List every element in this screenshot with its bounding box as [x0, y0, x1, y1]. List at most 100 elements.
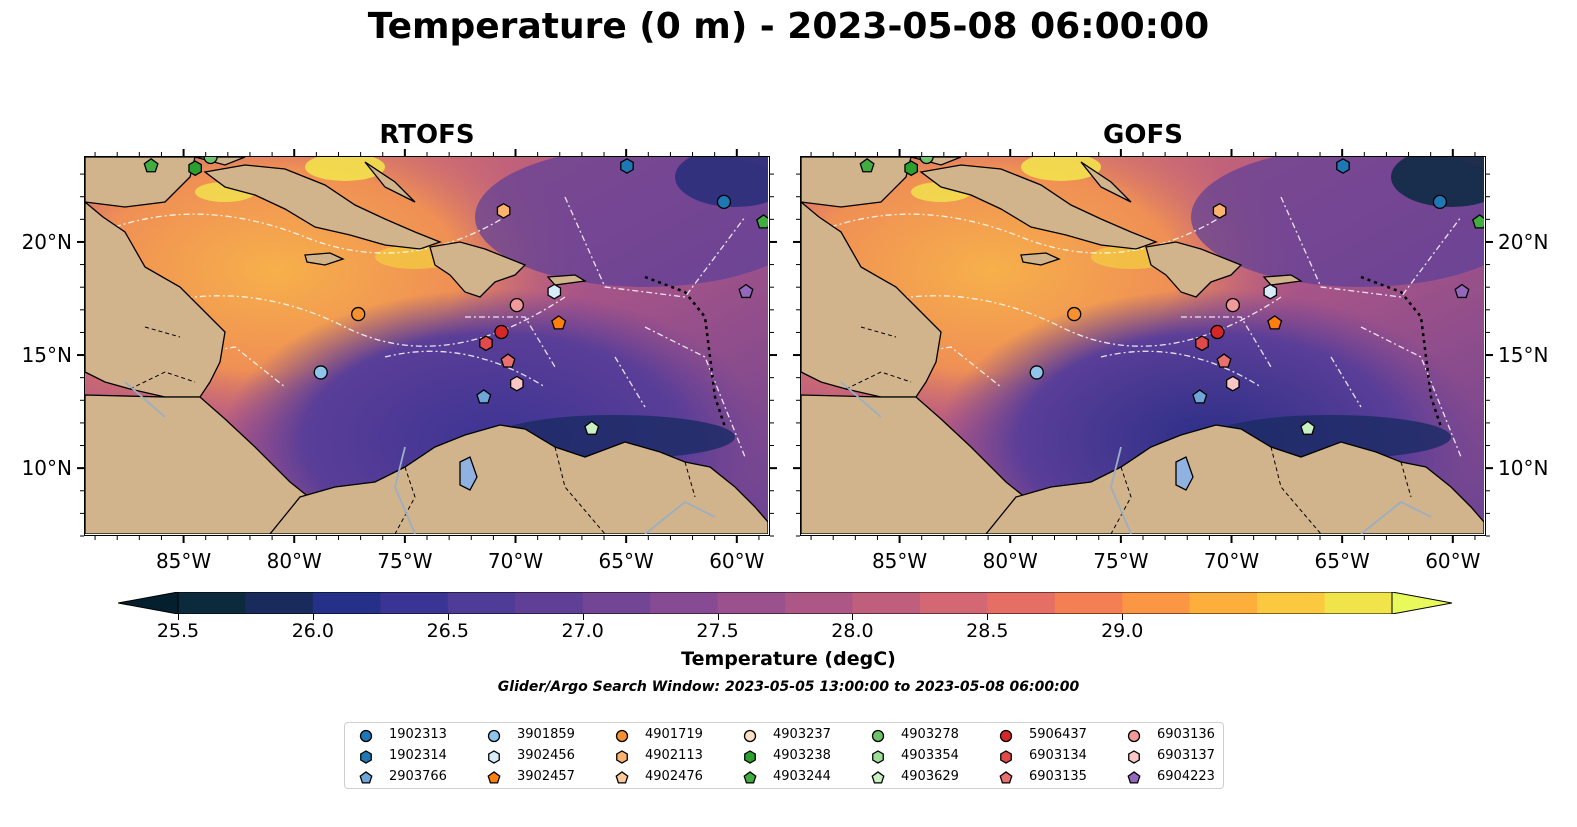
float-6903135-marker: [1216, 353, 1232, 368]
legend-item-6904223: 6904223: [1123, 768, 1243, 786]
float-3901859-marker: [1029, 365, 1044, 380]
gofs-map-canvas: [801, 157, 1485, 535]
lon-tick-label: 70°W: [488, 549, 543, 573]
float-3902457-marker: [1267, 315, 1283, 330]
colorbar-tick-label: 26.5: [426, 620, 469, 642]
colorbar-bin: [447, 592, 516, 614]
float-5906437-marker: [494, 324, 509, 340]
legend-marker: [359, 771, 373, 784]
colorbar-tick: [178, 614, 179, 620]
legend-item-4902113: 4902113: [611, 747, 731, 765]
legend-6903135-marker: [999, 771, 1013, 784]
colorbar-tick-label: 28.5: [966, 620, 1009, 642]
colorbar-bin: [650, 592, 719, 614]
legend-4903238-marker: [744, 750, 756, 764]
colorbar-max-extend: [1391, 592, 1452, 614]
float-6903135-marker: [500, 353, 516, 368]
legend-marker: [1128, 750, 1140, 764]
legend-item-3901859: 3901859: [483, 726, 603, 744]
legend-item-4903354: 4903354: [867, 747, 987, 765]
float-4903629-marker: [1300, 420, 1316, 435]
legend-label: 3902457: [517, 769, 575, 784]
figure-title: Temperature (0 m) - 2023-05-08 06:00:00: [367, 6, 1210, 47]
legend-label: 4901719: [645, 727, 703, 742]
float-4901719-marker: [351, 306, 366, 322]
legend-4903278-marker: [871, 729, 885, 743]
legend-marker: [615, 771, 629, 784]
legend-label: 4903237: [773, 727, 831, 742]
colorbar-bin: [852, 592, 921, 614]
legend-label: 3902456: [517, 748, 575, 763]
lon-tick-label: 65°W: [599, 549, 654, 573]
legend-marker: [871, 729, 885, 743]
float-3901859-marker: [313, 365, 328, 380]
float-4901719-marker: [1067, 306, 1082, 322]
float-1902313-marker: [716, 194, 732, 210]
float-4903244-marker: [859, 158, 875, 173]
legend-6904223-marker: [1127, 771, 1141, 784]
legend-3902456-marker: [488, 750, 500, 764]
legend-1902313-marker: [359, 729, 373, 743]
colorbar-tick: [582, 614, 584, 620]
colorbar-bin: [987, 592, 1056, 614]
legend-marker: [743, 771, 757, 784]
legend-label: 6903137: [1157, 748, 1215, 763]
legend-marker: [359, 729, 373, 743]
lon-tick-label: 85°W: [872, 549, 927, 573]
colorbar-tick: [1122, 614, 1124, 620]
legend-label: 4902476: [645, 769, 703, 784]
colorbar-label: Temperature (degC): [681, 648, 896, 670]
legend-item-6903134: 6903134: [995, 747, 1115, 765]
float-4903238-marker: [188, 160, 203, 177]
colorbar: [118, 592, 1452, 614]
float-4902113-marker: [1212, 202, 1227, 219]
float-6904223-marker: [1454, 283, 1470, 299]
legend-2903766-marker: [359, 771, 373, 784]
legend-marker: [615, 729, 629, 743]
colorbar-bin: [1189, 592, 1258, 614]
legend-item-3902457: 3902457: [483, 768, 603, 786]
colorbar-tick: [717, 614, 719, 620]
legend-item-4903244: 4903244: [739, 768, 859, 786]
legend-marker: [871, 771, 885, 784]
legend-6903137-marker: [1128, 750, 1140, 764]
map-axes: 85°W 80°W 75°W 70°W 65°W 60°W 20°N 15°N 10°N 85°W…: [22, 149, 1548, 573]
float-4903244-marker: [1472, 214, 1485, 229]
legend-1902314-marker: [360, 750, 372, 764]
legend-marker: [488, 750, 500, 764]
float-6903137-marker: [1225, 375, 1240, 392]
legend-label: 6904223: [1157, 769, 1215, 784]
legend-label: 4903354: [901, 748, 959, 763]
colorbar-bin: [582, 592, 651, 614]
float-1902314-marker: [1336, 158, 1350, 174]
rtofs-map-canvas: [85, 157, 769, 535]
legend-item-6903135: 6903135: [995, 768, 1115, 786]
legend-4902476-marker: [615, 771, 629, 784]
legend-label: 4903238: [773, 748, 831, 763]
legend-marker: [743, 729, 757, 743]
legend-6903136-marker: [1127, 729, 1141, 743]
search-window-note: Glider/Argo Search Window: 2023-05-05 13…: [497, 679, 1080, 695]
float-2903766-marker: [1192, 389, 1208, 404]
lon-tick-label: 85°W: [156, 549, 211, 573]
legend-marker: [999, 771, 1013, 784]
lon-tick-label: 75°W: [1093, 549, 1148, 573]
legend-item-1902314: 1902314: [355, 747, 475, 765]
float-1902313-marker: [1432, 194, 1448, 210]
legend-item-6903136: 6903136: [1123, 726, 1243, 744]
legend-3902457-marker: [487, 771, 501, 784]
colorbar-bin: [1324, 592, 1393, 614]
colorbar-tick: [447, 614, 449, 620]
legend-item-4903238: 4903238: [739, 747, 859, 765]
legend-4901719-marker: [615, 729, 629, 743]
legend-label: 1902314: [389, 748, 447, 763]
colorbar-tick: [852, 614, 854, 620]
legend-label: 5906437: [1029, 727, 1087, 742]
float-6903134-marker: [479, 335, 493, 352]
float-3902457-marker: [551, 315, 567, 330]
colorbar-tick-label: 26.0: [291, 620, 335, 642]
lon-tick-label: 65°W: [1315, 549, 1370, 573]
float-5906437-marker: [1210, 324, 1225, 340]
legend-label: 6903134: [1029, 748, 1087, 763]
colorbar-tick-label: 27.0: [561, 620, 604, 642]
